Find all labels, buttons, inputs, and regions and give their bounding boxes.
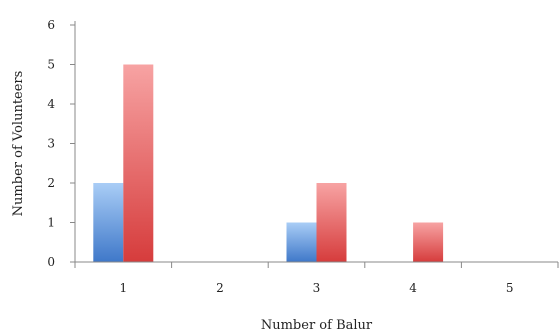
y-tick-label: 0: [47, 255, 55, 269]
bars: [93, 64, 444, 262]
bar-series-1-1: [93, 183, 124, 262]
bar-series-2-1: [123, 64, 154, 262]
y-tick-label: 5: [47, 58, 55, 72]
y-tick-label: 3: [47, 137, 55, 151]
bar-series-1-3: [286, 222, 317, 262]
y-tick-label: 6: [47, 18, 55, 32]
x-axis-ticks: 1 2 3 4 5: [74, 262, 559, 295]
x-tick-label: 1: [119, 281, 127, 295]
x-axis-title: Number of Balur: [261, 318, 373, 333]
x-tick-label: 2: [216, 281, 224, 295]
y-tick-label: 1: [47, 216, 55, 230]
x-tick-label: 5: [506, 281, 514, 295]
bar-series-2-3: [316, 183, 347, 262]
y-tick-label: 2: [47, 176, 55, 190]
y-tick-label: 4: [47, 97, 55, 111]
bar-series-2-4: [413, 222, 444, 262]
x-tick-label: 4: [409, 281, 417, 295]
y-axis-title: Number of Volunteers: [11, 71, 26, 217]
y-axis-ticks: 0 1 2 3 4 5 6: [47, 18, 75, 269]
x-tick-label: 3: [313, 281, 321, 295]
